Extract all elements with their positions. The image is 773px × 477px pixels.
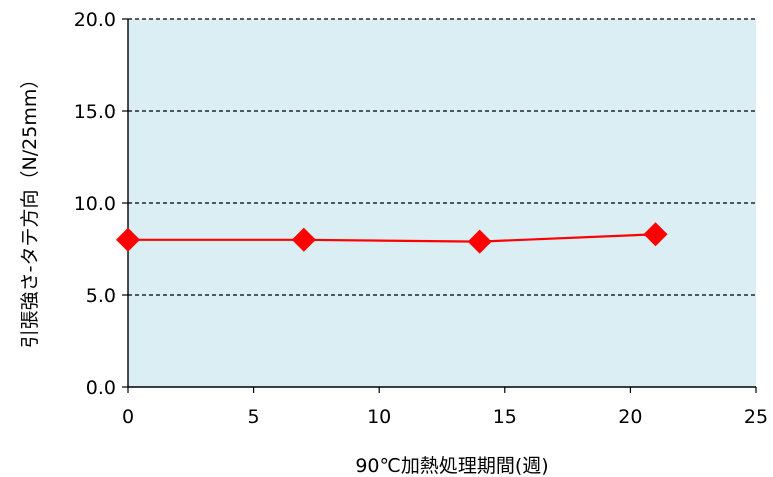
x-tick-label: 25 bbox=[744, 406, 768, 428]
plot-area bbox=[128, 19, 756, 387]
x-tick-label: 5 bbox=[248, 406, 260, 428]
series-layer bbox=[116, 222, 668, 254]
y-tick-label: 15.0 bbox=[74, 101, 116, 123]
axes bbox=[122, 18, 757, 393]
x-axis-title: 90℃加熱処理期間(週) bbox=[355, 455, 548, 477]
data-point bbox=[291, 227, 316, 252]
y-tick-label: 5.0 bbox=[86, 285, 116, 307]
y-tick-label: 0.0 bbox=[86, 377, 116, 399]
y-axis-title: 引張強さ-タテ方向（N/25mm） bbox=[19, 70, 41, 349]
x-tick-label: 0 bbox=[122, 406, 134, 428]
x-tick-label: 15 bbox=[493, 406, 517, 428]
x-tick-label: 20 bbox=[618, 406, 642, 428]
x-tick-label: 10 bbox=[367, 406, 391, 428]
data-point bbox=[116, 227, 140, 252]
y-tick-label: 10.0 bbox=[74, 193, 116, 215]
data-point bbox=[643, 222, 668, 247]
series-line bbox=[128, 233, 656, 243]
y-tick-label: 20.0 bbox=[74, 9, 116, 31]
data-point bbox=[467, 229, 492, 254]
tick-labels: 0.0 5.0 10.0 15.0 20.0 0 5 10 15 20 25 bbox=[74, 9, 768, 428]
